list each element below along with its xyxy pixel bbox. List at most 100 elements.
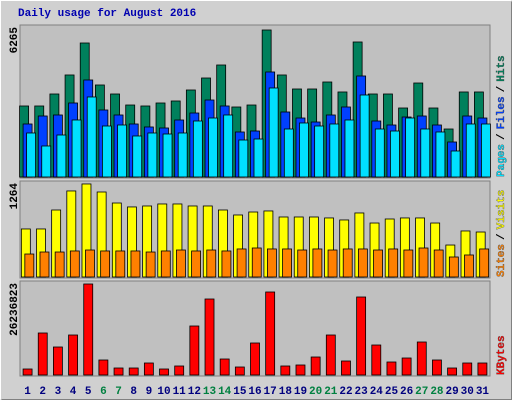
bar: [206, 249, 217, 278]
x-tick-label: 2: [39, 386, 46, 398]
bar: [236, 248, 247, 278]
x-tick-label: 19: [294, 386, 307, 398]
bar: [160, 250, 171, 278]
y-tick-label: 1264: [9, 183, 21, 210]
bar: [450, 150, 461, 178]
x-tick-label: 6: [100, 386, 107, 398]
bar: [342, 248, 353, 278]
bar: [280, 365, 291, 376]
bar: [113, 367, 124, 376]
bar: [432, 359, 442, 376]
bar: [448, 256, 459, 278]
bar: [329, 123, 340, 178]
bar: [420, 128, 431, 178]
y-tick-label: 6265: [9, 27, 21, 54]
bar: [433, 249, 444, 278]
bar: [162, 133, 173, 178]
bar: [39, 251, 50, 278]
bar: [177, 132, 188, 178]
legend-entry: Pages: [496, 144, 508, 177]
bar: [71, 119, 82, 178]
bar: [115, 250, 126, 278]
x-tick-label: 31: [476, 386, 490, 398]
bar: [192, 120, 203, 178]
bar: [86, 96, 97, 178]
bar: [24, 253, 35, 278]
x-tick-label: 15: [233, 386, 247, 398]
bar: [219, 358, 230, 376]
x-tick-label: 5: [85, 386, 92, 398]
bar: [204, 298, 215, 376]
x-tick-label: 17: [264, 386, 277, 398]
bar: [26, 132, 36, 178]
bar: [403, 249, 414, 278]
bar: [374, 128, 385, 178]
bar: [479, 248, 490, 278]
bar: [130, 250, 141, 278]
bar: [117, 124, 127, 178]
bar: [390, 130, 400, 178]
x-tick-label: 27: [415, 386, 428, 398]
bar: [327, 249, 338, 278]
bar: [401, 357, 412, 376]
bar: [386, 361, 397, 376]
bar: [176, 249, 186, 278]
bar: [191, 250, 202, 278]
x-tick-label: 24: [370, 386, 384, 398]
bar: [357, 248, 368, 278]
x-tick-label: 23: [355, 386, 369, 398]
bar: [128, 367, 139, 376]
bar: [405, 117, 416, 178]
bar: [465, 123, 476, 178]
bar: [464, 254, 474, 278]
bar: [388, 248, 399, 278]
x-tick-label: 12: [188, 386, 201, 398]
bar: [356, 296, 367, 376]
legend-entry: Hits: [496, 55, 508, 81]
legend-entry: Files: [496, 96, 508, 129]
bar: [83, 283, 94, 376]
bar: [101, 125, 112, 178]
x-tick-label: 26: [400, 386, 413, 398]
bar: [22, 368, 33, 376]
x-tick-label: 11: [173, 386, 187, 398]
x-tick-label: 14: [218, 386, 232, 398]
bar: [325, 334, 336, 376]
bar: [253, 138, 264, 178]
bar: [435, 131, 446, 178]
x-tick-label: 25: [385, 386, 399, 398]
legend-entry: Visits: [496, 190, 508, 230]
bar: [251, 247, 262, 278]
bar: [69, 250, 80, 278]
bar: [481, 123, 491, 178]
bar: [267, 248, 277, 278]
bar: [310, 356, 321, 376]
legend-entry: Sites: [496, 244, 508, 277]
x-tick-label: 9: [146, 386, 153, 398]
bar: [297, 249, 308, 278]
bar: [312, 248, 323, 278]
bar: [250, 342, 260, 376]
bar: [418, 247, 429, 278]
x-tick-label: 29: [445, 386, 458, 398]
bar: [147, 132, 158, 178]
bar: [265, 291, 276, 376]
x-tick-label: 13: [203, 386, 217, 398]
bar: [314, 125, 325, 178]
legend-separator: /: [496, 233, 508, 240]
x-tick-label: 7: [115, 386, 122, 398]
bar: [208, 117, 218, 178]
legend: Sites / Visits: [496, 190, 508, 277]
x-tick-label: 4: [70, 386, 77, 398]
legend: Pages / Files / Hits: [496, 55, 508, 177]
bar: [132, 135, 143, 178]
bar: [295, 364, 306, 376]
x-tick-label: 22: [339, 386, 352, 398]
legend-entry: KBytes: [496, 335, 508, 375]
legend-separator: /: [496, 85, 508, 92]
bar: [85, 249, 95, 278]
chart-title: Daily usage for August 2016: [18, 8, 196, 20]
bar: [68, 334, 78, 376]
bar: [37, 332, 48, 376]
bar: [462, 362, 473, 376]
